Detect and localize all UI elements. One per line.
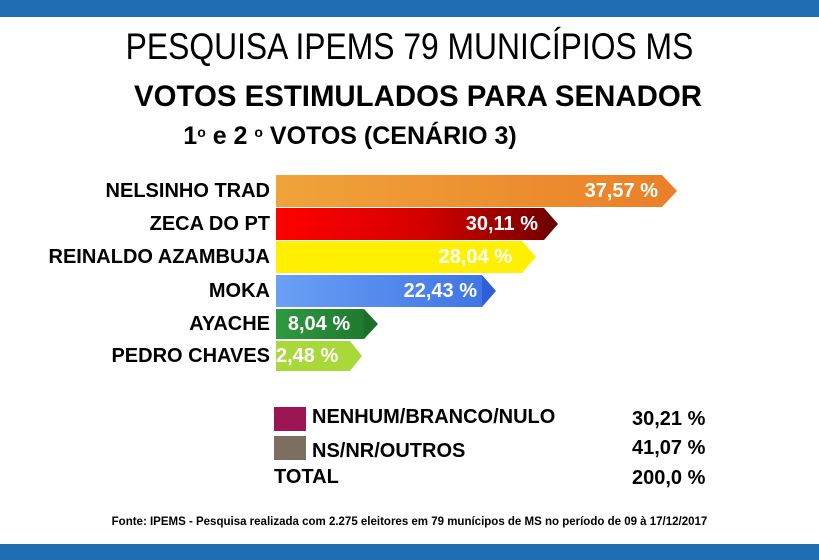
bar-row-zeca: ZECA DO PT 30,11 %: [0, 208, 819, 240]
summary-row-ns: NS/NR/OUTROS 41,07 %: [274, 436, 734, 462]
source-footnote: Fonte: IPEMS - Pesquisa realizada com 2.…: [111, 516, 708, 528]
bar-body: [276, 275, 482, 307]
summary-label: TOTAL: [274, 466, 339, 488]
ordinal-sup-2: o: [254, 124, 263, 140]
bar-body: [276, 341, 350, 371]
bar-label: ZECA DO PT: [149, 213, 270, 235]
bar-pedro: 2,48 %: [276, 341, 362, 371]
bar-reinaldo: 28,04 %: [276, 241, 536, 273]
summary-label: NS/NR/OUTROS: [312, 440, 466, 462]
bar-value: 30,11 %: [465, 212, 538, 235]
bar-label: PEDRO CHAVES: [111, 345, 270, 367]
bar-value: 28,04 %: [438, 245, 512, 268]
scenario-text-2: e 2: [205, 122, 255, 150]
scenario-text-3: VOTOS (CENÁRIO 3): [262, 122, 517, 150]
summary-label: NENHUM/BRANCO/NULO: [312, 406, 556, 428]
bar-arrow-tip: [522, 241, 536, 273]
bar-body: [276, 309, 364, 339]
legend-swatch-magenta: [274, 407, 306, 431]
bar-arrow-tip: [544, 208, 558, 240]
chart-scenario: 1o e 2 o VOTOS (CENÁRIO 3): [0, 122, 700, 151]
bar-row-reinaldo: REINALDO AZAMBUJA 28,04 %: [0, 241, 819, 273]
bar-body: [276, 241, 522, 273]
bar-row-pedro: PEDRO CHAVES 2,48 %: [0, 341, 819, 373]
summary-value: 200,0 %: [632, 467, 706, 489]
bar-body: [276, 208, 544, 240]
bar-row-ayache: AYACHE 8,04 %: [0, 309, 819, 341]
ordinal-sup-1: o: [197, 124, 206, 140]
bar-label: AYACHE: [189, 313, 270, 335]
top-band: [0, 0, 819, 17]
bar-arrow-tip: [482, 275, 496, 307]
summary-row-total: TOTAL 200,0 %: [274, 465, 734, 491]
bar-value: 22,43 %: [403, 279, 477, 302]
bar-moka: 22,43 %: [276, 275, 496, 307]
bar-label: MOKA: [208, 280, 270, 302]
summary-value: 41,07 %: [632, 437, 706, 459]
legend-swatch-brown: [274, 436, 306, 460]
bar-body: [276, 175, 662, 207]
bar-nelsinho: 37,57 %: [276, 175, 678, 207]
bar-value: 37,57 %: [584, 179, 658, 202]
bar-row-nelsinho: NELSINHO TRAD 37,57 %: [0, 175, 819, 207]
bar-label: NELSINHO TRAD: [105, 180, 270, 202]
bar-value: 8,04 %: [287, 312, 351, 335]
summary-row-nenhum: NENHUM/BRANCO/NULO 30,21 %: [274, 405, 734, 431]
bar-value: 2,48 %: [276, 344, 339, 367]
bar-label: REINALDO AZAMBUJA: [48, 246, 270, 268]
bar-arrow-tip: [364, 309, 378, 339]
scenario-text-1: 1: [183, 122, 198, 150]
bar-zeca: 30,11 %: [276, 208, 558, 240]
bar-arrow-tip: [662, 175, 677, 207]
bar-arrow-tip: [350, 341, 362, 371]
bar-row-moka: MOKA 22,43 %: [0, 275, 819, 307]
bottom-band: [0, 544, 819, 560]
summary-value: 30,21 %: [632, 408, 706, 430]
chart-subtitle: VOTOS ESTIMULADOS PARA SENADOR: [134, 80, 702, 113]
chart-title: PESQUISA IPEMS 79 MUNICÍPIOS MS: [125, 26, 694, 67]
bar-ayache: 8,04 %: [276, 309, 378, 339]
